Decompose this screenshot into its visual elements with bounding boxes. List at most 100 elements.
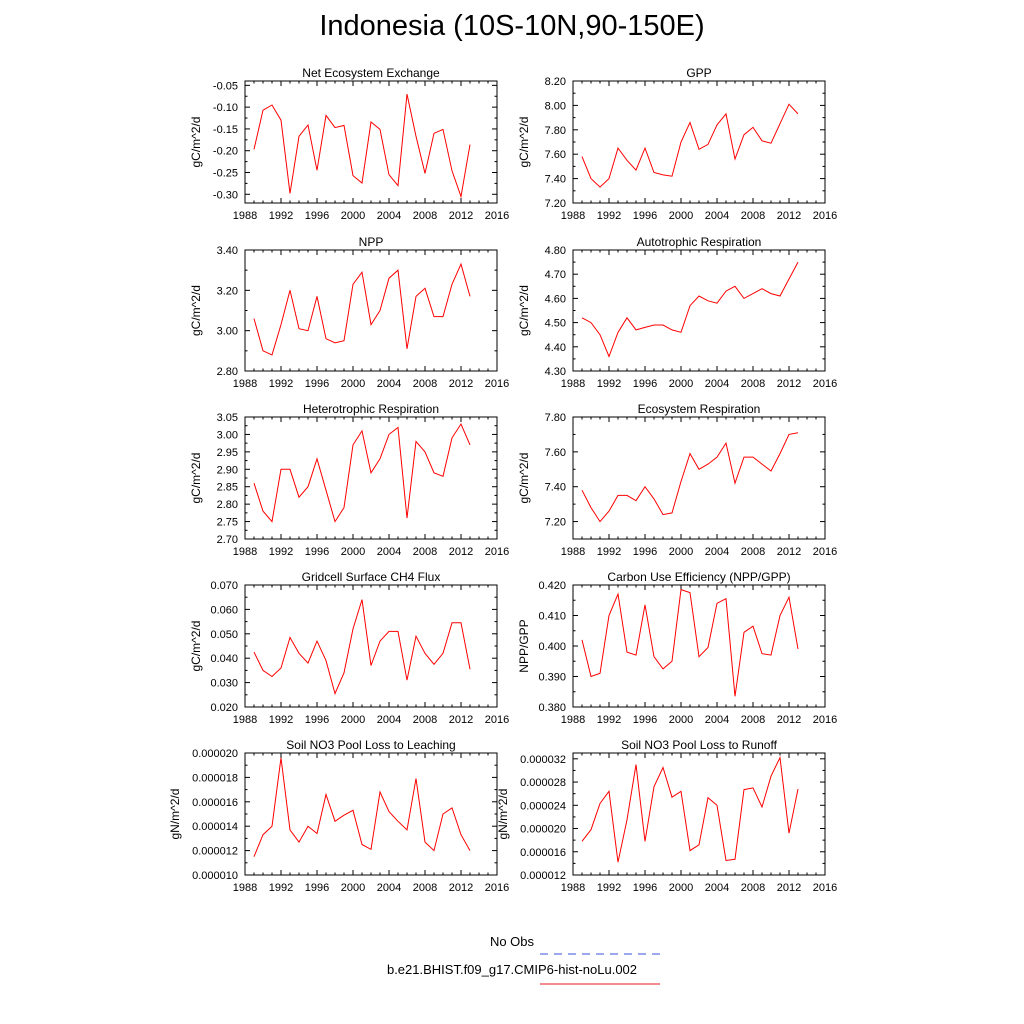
panel-4-xtick-label: 1996: [633, 378, 657, 390]
panel-5-ylabel: gC/m^2/d: [189, 453, 203, 504]
panel-5-ytick-label: 3.05: [217, 412, 238, 424]
panel-5-xtick-label: 2012: [449, 546, 473, 558]
figure-title: Indonesia (10S-10N,90-150E): [319, 10, 705, 42]
panel-2-xtick-label: 1992: [597, 210, 621, 222]
panel-3-xtick-label: 1996: [305, 378, 329, 390]
panel-7-xtick-label: 2000: [341, 714, 365, 726]
panel-7-ylabel: gC/m^2/d: [189, 621, 203, 672]
panel-10-xtick-label: 2000: [669, 882, 693, 894]
panel-6-xtick-label: 1992: [597, 546, 621, 558]
panel-1-xtick-label: 2008: [413, 210, 437, 222]
panel-8-ytick-label: 0.390: [538, 672, 566, 684]
panel-4-ytick-label: 4.80: [545, 245, 566, 257]
panel-5-ytick-label: 2.95: [217, 447, 238, 459]
panel-9-xtick-label: 1996: [305, 882, 329, 894]
panel-1-ytick-label: -0.10: [213, 102, 238, 114]
panel-6-xtick-label: 1996: [633, 546, 657, 558]
panel-8-ytick-label: 0.410: [538, 611, 566, 623]
panel-6-xtick-label: 2012: [777, 546, 801, 558]
panel-2-series-line: [581, 103, 799, 188]
panel-6-series-line: [581, 432, 799, 523]
panel-6-ytick-label: 7.60: [545, 447, 566, 459]
panel-7-xtick-label: 1988: [233, 714, 257, 726]
panel-7-xtick-label: 2016: [485, 714, 509, 726]
panel-9-xtick-label: 2008: [413, 882, 437, 894]
panel-2-ytick-label: 8.20: [545, 76, 566, 88]
panel-3-title: NPP: [359, 235, 384, 249]
panel-6-ylabel: gC/m^2/d: [517, 453, 531, 504]
panel-6-xtick-label: 2000: [669, 546, 693, 558]
panel-2-title: GPP: [686, 66, 711, 80]
panel-7-ytick-label: 0.020: [210, 702, 238, 714]
panel-10-xtick-label: 1992: [597, 882, 621, 894]
panel-8-xtick-label: 1992: [597, 714, 621, 726]
panel-4-xtick-label: 2012: [777, 378, 801, 390]
panel-3-series-line: [253, 262, 471, 356]
panel-3-xtick-label: 1992: [269, 378, 293, 390]
panel-3-xtick-label: 2012: [449, 378, 473, 390]
panel-6-xtick-label: 1988: [561, 546, 585, 558]
panel-9-xtick-label: 1992: [269, 882, 293, 894]
panel-10-ytick-label: 0.000024: [520, 800, 566, 812]
panel-4-ytick-label: 4.40: [545, 342, 566, 354]
panel-4-xtick-label: 2008: [741, 378, 765, 390]
panel-7-xtick-label: 1992: [269, 714, 293, 726]
panel-10-ytick-label: 0.000016: [520, 847, 566, 859]
panel-3-ytick-label: 3.40: [217, 245, 238, 257]
panel-3-ytick-label: 3.00: [217, 326, 238, 338]
panel-5-series-line: [253, 422, 471, 523]
panel-1-title: Net Ecosystem Exchange: [302, 66, 440, 80]
panel-7-ytick-label: 0.070: [210, 580, 238, 592]
panel-1-ytick-label: -0.30: [213, 189, 238, 201]
panel-9-title: Soil NO3 Pool Loss to Leaching: [286, 738, 455, 752]
legend-label-model: b.e21.BHIST.f09_g17.CMIP6-hist-noLu.002: [386, 962, 638, 977]
panel-8-xtick-label: 2008: [741, 714, 765, 726]
panel-8-ytick-label: 0.420: [538, 580, 566, 592]
panel-10-xtick-label: 1996: [633, 882, 657, 894]
panel-9-xtick-label: 2000: [341, 882, 365, 894]
panel-10-ytick-label: 0.000032: [520, 754, 566, 766]
panel-4-series-line: [581, 261, 799, 358]
panel-1-xtick-label: 1988: [233, 210, 257, 222]
panel-5-xtick-label: 1996: [305, 546, 329, 558]
panel-6-xtick-label: 2008: [741, 546, 765, 558]
panel-5-ytick-label: 2.70: [217, 534, 238, 546]
panel-2-xtick-label: 1988: [561, 210, 585, 222]
panel-8-xtick-label: 1996: [633, 714, 657, 726]
panel-2-xtick-label: 1996: [633, 210, 657, 222]
panel-8-xtick-label: 2012: [777, 714, 801, 726]
panel-10-ytick-label: 0.000020: [520, 824, 566, 836]
panel-6-ytick-label: 7.20: [545, 517, 566, 529]
panel-4-xtick-label: 2000: [669, 378, 693, 390]
panel-2-ytick-label: 7.80: [545, 125, 566, 137]
panel-3-xtick-label: 2008: [413, 378, 437, 390]
panel-8-xtick-label: 1988: [561, 714, 585, 726]
panel-1-series-line: [253, 93, 471, 199]
panel-9-xtick-label: 2012: [449, 882, 473, 894]
panel-5-frame: [244, 416, 498, 540]
panel-4-ytick-label: 4.70: [545, 269, 566, 281]
panel-3-ylabel: gC/m^2/d: [189, 285, 203, 336]
panel-7-ytick-label: 0.030: [210, 678, 238, 690]
panel-9-ytick-label: 0.000018: [192, 772, 238, 784]
panel-8-xtick-label: 2004: [705, 714, 729, 726]
panel-2-ylabel: gC/m^2/d: [517, 117, 531, 168]
panel-10-title: Soil NO3 Pool Loss to Runoff: [621, 738, 778, 752]
panel-7-ytick-label: 0.040: [210, 653, 238, 665]
panel-5-ytick-label: 2.85: [217, 482, 238, 494]
panel-5-xtick-label: 1988: [233, 546, 257, 558]
panel-4-ytick-label: 4.60: [545, 293, 566, 305]
panel-9-xtick-label: 1988: [233, 882, 257, 894]
panel-1-xtick-label: 2016: [485, 210, 509, 222]
panel-9-xtick-label: 2004: [377, 882, 401, 894]
panel-8-ytick-label: 0.380: [538, 702, 566, 714]
panel-8-series-line: [581, 588, 799, 697]
panel-7-xtick-label: 2012: [449, 714, 473, 726]
panel-1-ytick-label: -0.20: [213, 146, 238, 158]
panel-10-xtick-label: 2004: [705, 882, 729, 894]
panel-10-ylabel: gN/m^2/d: [496, 789, 510, 840]
panel-9-ytick-label: 0.000014: [192, 821, 238, 833]
panel-2-ytick-label: 7.40: [545, 174, 566, 186]
panel-9-ytick-label: 0.000010: [192, 870, 238, 882]
